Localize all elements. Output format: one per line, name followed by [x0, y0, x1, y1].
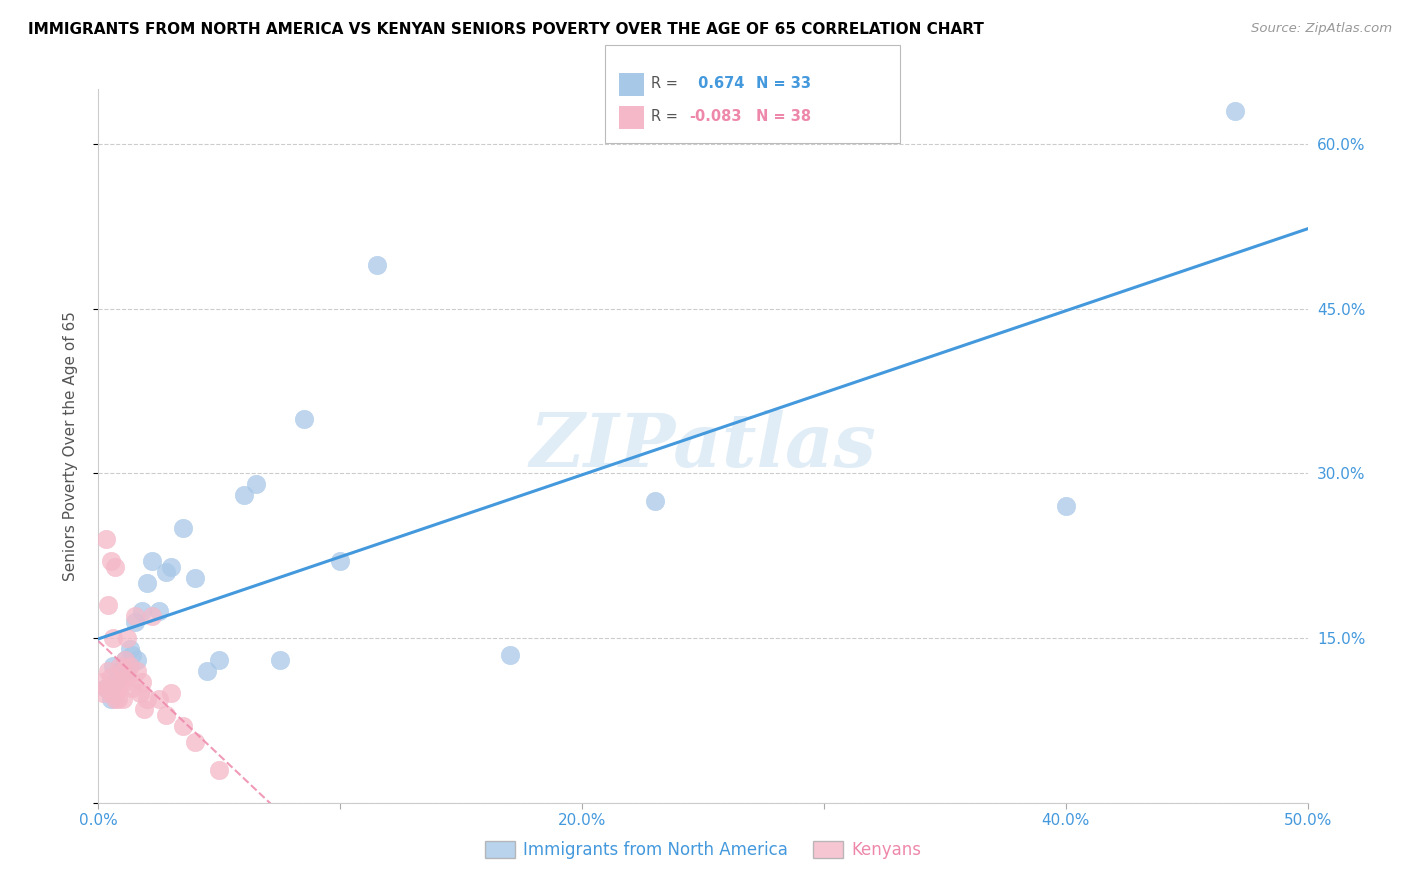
Point: [155, 566, 177, 580]
Text: IMMIGRANTS FROM NORTH AMERICA VS KENYAN SENIORS POVERTY OVER THE AGE OF 65 CORRE: IMMIGRANTS FROM NORTH AMERICA VS KENYAN …: [28, 22, 984, 37]
Point: [644, 494, 666, 508]
Point: [111, 664, 134, 678]
Point: [117, 669, 139, 683]
Point: [329, 554, 352, 568]
Point: [135, 691, 157, 706]
Text: R =: R =: [651, 77, 682, 91]
Point: [107, 669, 129, 683]
Point: [124, 615, 146, 629]
Point: [1054, 500, 1077, 514]
Point: [104, 559, 127, 574]
Point: [107, 691, 129, 706]
Point: [111, 691, 134, 706]
Point: [1223, 104, 1246, 119]
Point: [100, 691, 122, 706]
Point: [131, 604, 153, 618]
Point: [117, 664, 139, 678]
Point: [91, 686, 114, 700]
Point: [108, 658, 131, 673]
Point: [121, 648, 143, 662]
Point: [117, 631, 139, 645]
Point: [195, 664, 218, 678]
Text: Source: ZipAtlas.com: Source: ZipAtlas.com: [1251, 22, 1392, 36]
Text: N = 33: N = 33: [756, 77, 811, 91]
Legend: Immigrants from North America, Kenyans: Immigrants from North America, Kenyans: [478, 834, 928, 866]
Point: [104, 675, 127, 690]
Point: [292, 411, 315, 425]
Point: [94, 681, 117, 695]
Point: [135, 576, 157, 591]
Point: [208, 763, 231, 777]
Point: [114, 653, 136, 667]
Point: [208, 653, 231, 667]
Text: N = 38: N = 38: [756, 110, 811, 124]
Text: 0.674: 0.674: [693, 77, 745, 91]
Y-axis label: Seniors Poverty Over the Age of 65: Seniors Poverty Over the Age of 65: [63, 311, 77, 581]
Point: [100, 554, 122, 568]
Point: [184, 571, 207, 585]
Point: [155, 708, 177, 723]
Text: R =: R =: [651, 110, 682, 124]
Point: [160, 686, 183, 700]
Point: [245, 477, 267, 491]
Point: [148, 604, 170, 618]
Point: [498, 648, 520, 662]
Point: [107, 681, 129, 695]
Point: [141, 554, 163, 568]
Point: [124, 609, 146, 624]
Point: [108, 675, 131, 690]
Point: [128, 686, 150, 700]
Point: [141, 609, 163, 624]
Point: [101, 686, 124, 700]
Point: [108, 664, 131, 678]
Point: [100, 669, 122, 683]
Point: [127, 664, 149, 678]
Point: [127, 653, 149, 667]
Point: [121, 681, 143, 695]
Point: [232, 488, 254, 502]
Point: [104, 691, 127, 706]
Point: [160, 559, 183, 574]
Point: [97, 664, 120, 678]
Point: [101, 631, 124, 645]
Point: [90, 675, 112, 690]
Text: ZIPatlas: ZIPatlas: [530, 409, 876, 483]
Point: [114, 653, 136, 667]
Point: [94, 681, 117, 695]
Point: [118, 658, 141, 673]
Point: [114, 675, 136, 690]
Point: [148, 691, 170, 706]
Point: [184, 735, 207, 749]
Point: [94, 533, 117, 547]
Text: -0.083: -0.083: [689, 110, 741, 124]
Point: [131, 675, 153, 690]
Point: [111, 664, 134, 678]
Point: [118, 642, 141, 657]
Point: [172, 719, 194, 733]
Point: [101, 658, 124, 673]
Point: [97, 598, 120, 612]
Point: [172, 521, 194, 535]
Point: [269, 653, 291, 667]
Point: [366, 258, 388, 272]
Point: [100, 686, 122, 700]
Point: [134, 702, 156, 716]
